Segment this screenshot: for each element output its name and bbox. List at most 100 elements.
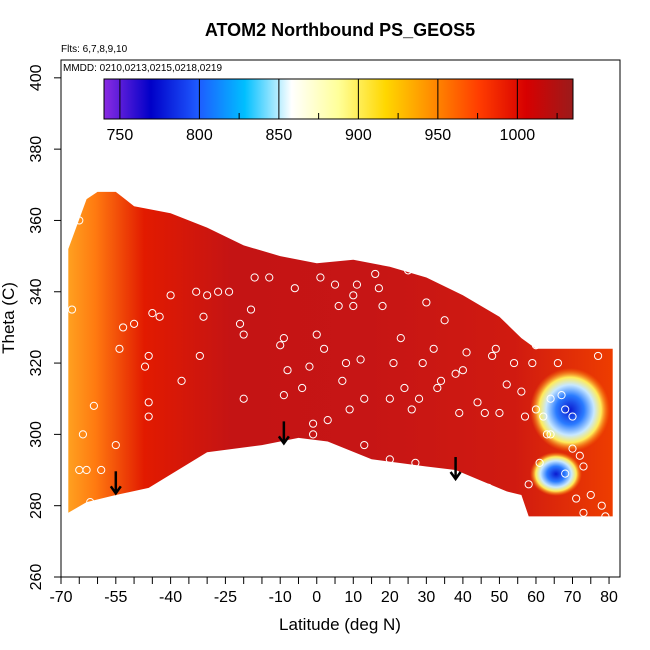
colorbar-tick-label: 1000	[500, 127, 536, 144]
colorbar-tick-label: 850	[266, 127, 293, 144]
colorbar-tick-label: 750	[107, 127, 134, 144]
colorbar-ticks: 750 800 850 900 950 1000	[107, 79, 558, 144]
observation-point	[389, 358, 398, 368]
observation-point	[597, 501, 606, 510]
observation-point	[411, 458, 420, 468]
x-axis: -70 -55 -40 -25 -10 0 10 20 30 40 50 60 70 80	[49, 577, 618, 606]
arrow-marker	[449, 457, 462, 482]
y-axis: 260 280 300 320 340 360 380 400	[28, 64, 61, 590]
observation-point	[129, 319, 139, 328]
observation-point	[352, 280, 362, 289]
observation-point	[385, 394, 394, 403]
observation-point	[239, 394, 248, 403]
observation-point	[308, 430, 318, 439]
data-field	[68, 191, 613, 517]
observation-point	[378, 301, 387, 311]
observation-point	[436, 376, 446, 385]
x-tick-label: 10	[344, 589, 362, 606]
observation-point	[144, 351, 153, 361]
observation-point	[283, 366, 292, 375]
x-tick-label: 80	[600, 589, 618, 606]
dates-note: MMDD: 0210,0213,0215,0218,0219	[63, 63, 222, 74]
observation-point	[338, 376, 347, 385]
observation-point	[385, 455, 394, 464]
observation-point	[239, 330, 248, 339]
observation-point	[78, 430, 88, 439]
observation-point	[341, 358, 351, 368]
observation-point	[502, 380, 511, 389]
observation-point	[593, 351, 603, 361]
observation-point	[572, 494, 581, 503]
observation-point	[484, 483, 493, 492]
observation-point	[396, 334, 405, 343]
observation-point	[203, 291, 212, 300]
observation-point	[349, 301, 358, 311]
coverage-region	[68, 191, 613, 517]
observation-point	[67, 305, 77, 314]
observation-point	[414, 394, 424, 403]
y-tick-label: 380	[28, 136, 45, 163]
observation-point	[586, 490, 595, 500]
y-axis-label: Theta (C)	[0, 282, 18, 354]
observation-point	[455, 408, 464, 418]
observation-point	[422, 298, 431, 307]
observation-point	[539, 412, 548, 421]
observation-point	[403, 266, 413, 275]
observation-point	[148, 309, 157, 318]
observation-point	[531, 341, 541, 350]
x-tick-label: 70	[564, 589, 582, 606]
x-tick-label: -25	[214, 589, 237, 606]
observation-point	[140, 362, 150, 371]
x-tick-label: 0	[312, 589, 321, 606]
observation-point	[144, 412, 153, 421]
observation-point	[491, 344, 500, 353]
colorbar-tick-label: 950	[425, 127, 452, 144]
observation-point	[418, 358, 427, 368]
observation-point	[579, 462, 588, 471]
observation-point	[360, 440, 369, 450]
observation-point	[451, 369, 460, 378]
observation-point	[517, 387, 526, 396]
chart-title: ATOM2 Northbound PS_GEOS5	[205, 20, 475, 40]
observation-point	[546, 430, 555, 439]
observation-point	[542, 430, 552, 439]
observation-point	[528, 358, 537, 368]
observation-point	[601, 512, 610, 521]
observation-point	[349, 291, 358, 300]
observation-point	[290, 284, 299, 293]
observation-point	[298, 383, 307, 393]
observation-point	[360, 394, 369, 403]
observation-point	[250, 273, 259, 282]
observation-point	[86, 498, 95, 507]
low-pressure-region-upper	[530, 368, 610, 452]
observation-point	[279, 334, 288, 343]
observation-point	[312, 330, 321, 339]
observation-point	[330, 280, 340, 289]
observation-point	[265, 273, 274, 282]
observation-point	[192, 287, 201, 296]
y-tick-label: 300	[28, 421, 45, 448]
observation-point	[520, 412, 530, 421]
y-tick-label: 280	[28, 492, 45, 519]
x-tick-label: 50	[491, 589, 509, 606]
observation-point	[495, 408, 504, 418]
low-pressure-region-lower	[530, 452, 582, 496]
observation-point	[166, 291, 175, 300]
observation-point	[546, 394, 555, 403]
plot-frame	[60, 59, 621, 578]
observation-point	[111, 440, 120, 450]
observation-point	[488, 351, 497, 361]
arrows-layer	[109, 421, 462, 496]
x-tick-label: 40	[454, 589, 472, 606]
observation-point	[82, 465, 91, 475]
x-tick-label: -40	[159, 589, 182, 606]
observation-point	[400, 383, 409, 393]
arrow-marker	[109, 471, 122, 496]
x-tick-label: 20	[381, 589, 399, 606]
observation-point	[531, 405, 541, 414]
observation-point	[429, 344, 438, 353]
observation-point	[224, 287, 234, 296]
observation-point	[345, 405, 354, 414]
y-tick-label: 260	[28, 564, 45, 591]
observation-point	[305, 362, 314, 371]
